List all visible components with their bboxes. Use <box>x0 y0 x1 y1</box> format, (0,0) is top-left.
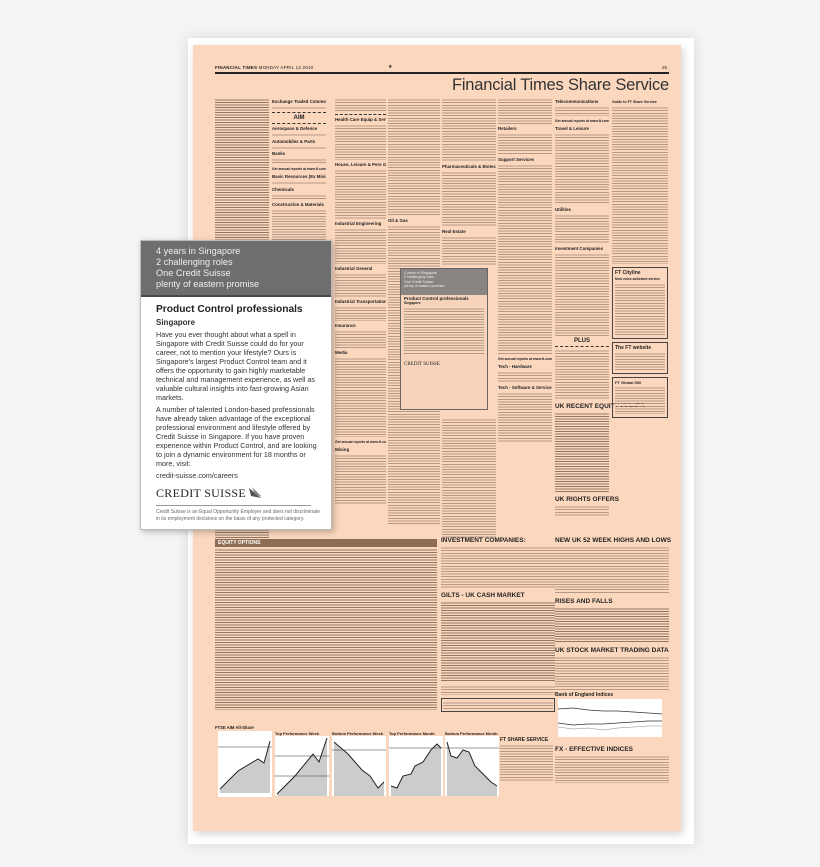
ad-disclaimer: Credit Suisse is an Equal Opportunity Em… <box>156 509 320 522</box>
box-title: FT Cityline <box>615 270 641 276</box>
section-heading: Banks <box>272 151 286 156</box>
chart-bottom-week: Bottom Performance Week <box>332 731 386 801</box>
ad-careers-link[interactable]: credit-suisse.com/careers <box>156 471 238 480</box>
credit-suisse-ad: 4 years in Singapore 2 challenging roles… <box>140 240 332 530</box>
ad-paragraph-1: Have you ever thought about what a spell… <box>156 330 316 402</box>
chart-top-month: Top Performance Month <box>389 731 443 801</box>
section-heading: Utilities <box>555 207 571 212</box>
ad-title: Product Control professionals <box>156 304 303 315</box>
page-number: 25 <box>661 65 667 70</box>
section-heading: Mining <box>335 447 350 452</box>
sails-icon <box>249 487 263 498</box>
section-heading: Industrial Transportation <box>335 299 386 304</box>
annual-reports-note: Get annual reports at www.ft.com/ir <box>272 167 326 171</box>
fx-heading: FX - EFFECTIVE INDICES <box>555 746 634 753</box>
chart-bottom-month: Bottom Performance Month <box>445 731 499 801</box>
ad-headline-line: 4 years in Singapore <box>156 246 241 256</box>
gilts-heading: GILTS - UK CASH MARKET <box>441 592 525 599</box>
investment-companies: INVESTMENT COMPANIES: GILTS - UK CASH MA… <box>441 537 555 715</box>
chart-top-week: Top Performance Week <box>275 731 329 801</box>
boe-indices-chart <box>557 699 663 737</box>
header-rule <box>215 72 669 74</box>
ad-headline-block: 4 years in Singapore 2 challenging roles… <box>141 241 331 297</box>
page-title: Financial Times Share Service <box>451 76 669 94</box>
mini-ad-headline: 4 years in Singapore 2 challenging roles O… <box>401 269 487 295</box>
section-heading: Retailers <box>498 126 517 131</box>
column-3: Health Care Equip & Services House, Leis… <box>335 97 386 505</box>
section-heading: Chemicals <box>272 187 294 192</box>
section-heading: Insurance <box>335 323 356 328</box>
section-heading: House, Leisure & Pers Goods <box>335 162 386 167</box>
section-heading: Industrial Engineering <box>335 221 382 226</box>
section-heading: Investment Companies <box>555 246 604 251</box>
ft-global500-box: FT Global 500 <box>612 377 668 418</box>
section-heading: Oil & Gas <box>388 218 408 223</box>
section-heading: Media <box>335 350 348 355</box>
section-heading: Tech - Software & Services <box>498 385 552 390</box>
section-heading: PLUS <box>573 338 590 344</box>
mini-ad-title: Product Control professionals <box>404 296 469 301</box>
section-heading: Automobiles & Parts <box>272 139 316 144</box>
section-heading: Basic Resources (Ex Mining) <box>272 174 326 179</box>
rises-falls-heading: RISES AND FALLS <box>555 598 613 605</box>
section-heading: Industrial General <box>335 266 373 271</box>
section-heading: UK RECENT EQUITY ISSUES <box>555 403 645 410</box>
mini-ad-logo: CREDIT SUISSE <box>404 361 440 367</box>
ft-cityline-box: FT Cityline New voice-activated service <box>612 267 668 339</box>
ad-headline-line: 2 challenging roles <box>156 257 233 267</box>
section-heading: Travel & Leisure <box>555 126 589 131</box>
section-heading: Health Care Equip & Services <box>335 117 386 122</box>
section-heading: Support Services <box>498 157 535 162</box>
section-heading: Telecommunications <box>555 99 599 104</box>
column-6: Retailers Support Services Get annual re… <box>498 97 552 443</box>
chart-area <box>218 731 272 797</box>
box-subtitle: New voice-activated service <box>615 277 661 281</box>
masthead: FINANCIAL TIMES MONDAY APRIL 12 2010 <box>215 65 314 70</box>
credit-suisse-logo: CREDIT SUISSE <box>156 486 323 500</box>
ad-location: Singapore <box>156 318 196 327</box>
chart-title: FTSE AIM All-Share <box>215 725 254 730</box>
box-title: The FT website <box>615 345 652 351</box>
annual-reports-note: Get annual reports at www.ft.com/ir <box>498 357 552 361</box>
column-5: Pharmaceuticals & Biotech Real Estate <box>442 97 496 539</box>
annual-reports-note: Get annual reports at www.ft.com/ir <box>555 119 609 123</box>
section-heading: Aerospace & Defence <box>272 126 318 131</box>
highs-lows-heading: NEW UK 52 WEEK HIGHS AND LOWS <box>555 537 672 544</box>
section-heading: Exchange Traded Commodities <box>272 99 326 104</box>
equity-options: EQUITY OPTIONS <box>215 539 437 711</box>
section-heading: AIM <box>293 115 305 121</box>
column-7: Telecommunications Get annual reports at… <box>555 97 645 518</box>
box-title: FT Global 500 <box>615 380 642 385</box>
ad-divider <box>156 505 311 506</box>
annual-reports-note: Get annual reports at www.ft.com/ir <box>335 440 386 444</box>
section-heading: Construction & Materials <box>272 202 324 207</box>
ad-headline-line: plenty of eastern promise <box>156 279 260 289</box>
column-8: Guide to FT Share Service FT Cityline Ne… <box>612 97 668 421</box>
market-data-column: NEW UK 52 WEEK HIGHS AND LOWS RISES AND … <box>555 537 672 784</box>
section-heading: Pharmaceuticals & Biotech <box>442 164 496 169</box>
section-heading: Tech - Hardware <box>498 364 532 369</box>
ft-share-service: FT SHARE SERVICE <box>500 735 553 783</box>
boe-heading: Bank of England Indices <box>555 692 614 698</box>
ft-website-box: The FT website <box>612 342 668 374</box>
equity-options-header: EQUITY OPTIONS <box>215 539 437 547</box>
ad-paragraph-2: A number of talented London-based profes… <box>156 405 317 468</box>
star-icon: ★ <box>388 64 393 70</box>
mini-ad: 4 years in Singapore 2 challenging roles O… <box>400 268 488 410</box>
section-heading: Real Estate <box>442 229 466 234</box>
section-heading: Guide to FT Share Service <box>612 100 657 104</box>
trading-data-heading: UK STOCK MARKET TRADING DATA <box>555 647 669 654</box>
section-heading: UK RIGHTS OFFERS <box>555 496 619 503</box>
ad-headline-line: One Credit Suisse <box>156 268 231 278</box>
mini-ad-location: Singapore <box>404 301 421 306</box>
chart-ftse-aim <box>218 731 272 801</box>
